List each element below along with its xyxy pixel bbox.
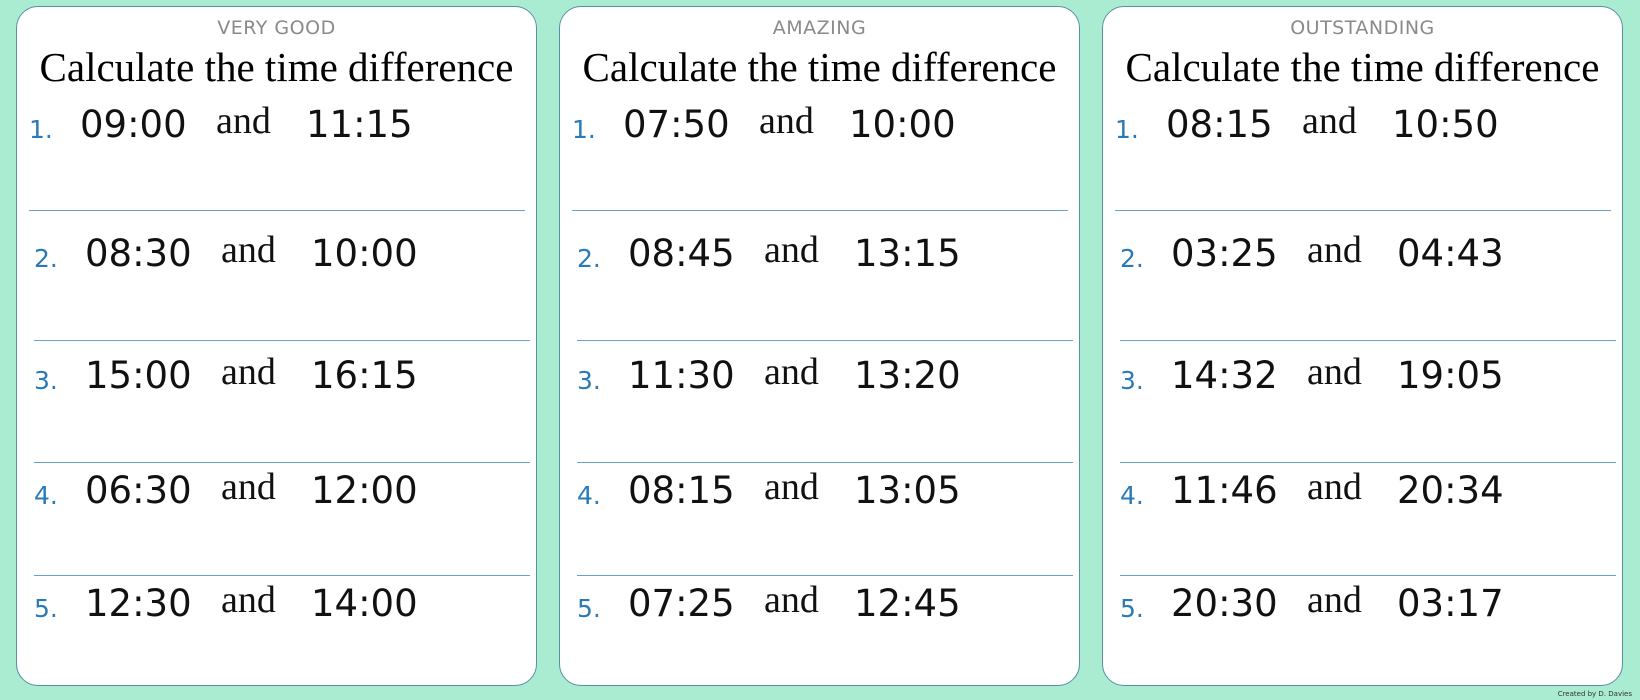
end-time: 13:05 [854, 469, 961, 512]
worksheet-panel: VERY GOOD Calculate the time difference 1.… [16, 6, 537, 686]
connector: and [759, 100, 814, 142]
panel-title: Calculate the time difference [39, 44, 514, 90]
start-time: 12:30 [85, 582, 192, 625]
end-time: 03:17 [1397, 582, 1504, 625]
end-time: 10:00 [311, 232, 418, 275]
question-number: 5. [1120, 594, 1144, 623]
end-time: 13:15 [854, 232, 961, 275]
start-time: 08:30 [85, 232, 192, 275]
start-time: 08:15 [628, 469, 735, 512]
answer-line [34, 462, 530, 463]
end-time: 11:15 [306, 103, 413, 146]
connector: and [764, 579, 819, 621]
connector: and [1307, 579, 1362, 621]
question-number: 4. [1120, 481, 1144, 510]
end-time: 10:50 [1392, 103, 1499, 146]
answer-line [34, 575, 530, 576]
question-number: 2. [34, 244, 58, 273]
connector: and [1307, 466, 1362, 508]
footer: Created by D. Davies [1557, 690, 1632, 698]
answer-line [577, 340, 1073, 341]
answer-line [1115, 210, 1611, 211]
question-number: 1. [29, 115, 53, 144]
level-label: VERY GOOD [217, 17, 336, 39]
answer-line [577, 462, 1073, 463]
level-label: AMAZING [772, 17, 867, 39]
question-number: 1. [572, 115, 596, 144]
connector: and [221, 229, 276, 271]
start-time: 06:30 [85, 469, 192, 512]
question-number: 5. [577, 594, 601, 623]
question-number: 5. [34, 594, 58, 623]
end-time: 13:20 [854, 354, 961, 397]
start-time: 07:25 [628, 582, 735, 625]
end-time: 12:00 [311, 469, 418, 512]
start-time: 09:00 [80, 103, 187, 146]
connector: and [221, 466, 276, 508]
start-time: 14:32 [1171, 354, 1278, 397]
question-number: 3. [34, 366, 58, 395]
connector: and [221, 579, 276, 621]
connector: and [1302, 100, 1357, 142]
end-time: 19:05 [1397, 354, 1504, 397]
panel-title: Calculate the time difference [1125, 44, 1600, 90]
answer-line [1120, 575, 1616, 576]
start-time: 15:00 [85, 354, 192, 397]
level-label: OUTSTANDING [1290, 17, 1435, 39]
question-number: 2. [577, 244, 601, 273]
answer-line [572, 210, 1068, 211]
end-time: 10:00 [849, 103, 956, 146]
end-time: 14:00 [311, 582, 418, 625]
connector: and [216, 100, 271, 142]
start-time: 11:46 [1171, 469, 1278, 512]
connector: and [1307, 351, 1362, 393]
answer-line [1120, 462, 1616, 463]
connector: and [221, 351, 276, 393]
end-time: 20:34 [1397, 469, 1504, 512]
connector: and [1307, 229, 1362, 271]
question-number: 1. [1115, 115, 1139, 144]
worksheet-panel: OUTSTANDING Calculate the time difference… [1102, 6, 1623, 686]
question-number: 4. [34, 481, 58, 510]
start-time: 11:30 [628, 354, 735, 397]
answer-line [1120, 340, 1616, 341]
panel-title: Calculate the time difference [582, 44, 1057, 90]
question-number: 4. [577, 481, 601, 510]
end-time: 04:43 [1397, 232, 1504, 275]
end-time: 16:15 [311, 354, 418, 397]
start-time: 08:45 [628, 232, 735, 275]
question-number: 3. [1120, 366, 1144, 395]
question-number: 2. [1120, 244, 1144, 273]
question-number: 3. [577, 366, 601, 395]
answer-line [577, 575, 1073, 576]
end-time: 12:45 [854, 582, 961, 625]
start-time: 08:15 [1166, 103, 1273, 146]
connector: and [764, 351, 819, 393]
worksheet-panel: AMAZING Calculate the time difference 1. 07… [559, 6, 1080, 686]
connector: and [764, 229, 819, 271]
connector: and [764, 466, 819, 508]
answer-line [34, 340, 530, 341]
answer-line [29, 210, 525, 211]
start-time: 03:25 [1171, 232, 1278, 275]
start-time: 20:30 [1171, 582, 1278, 625]
start-time: 07:50 [623, 103, 730, 146]
